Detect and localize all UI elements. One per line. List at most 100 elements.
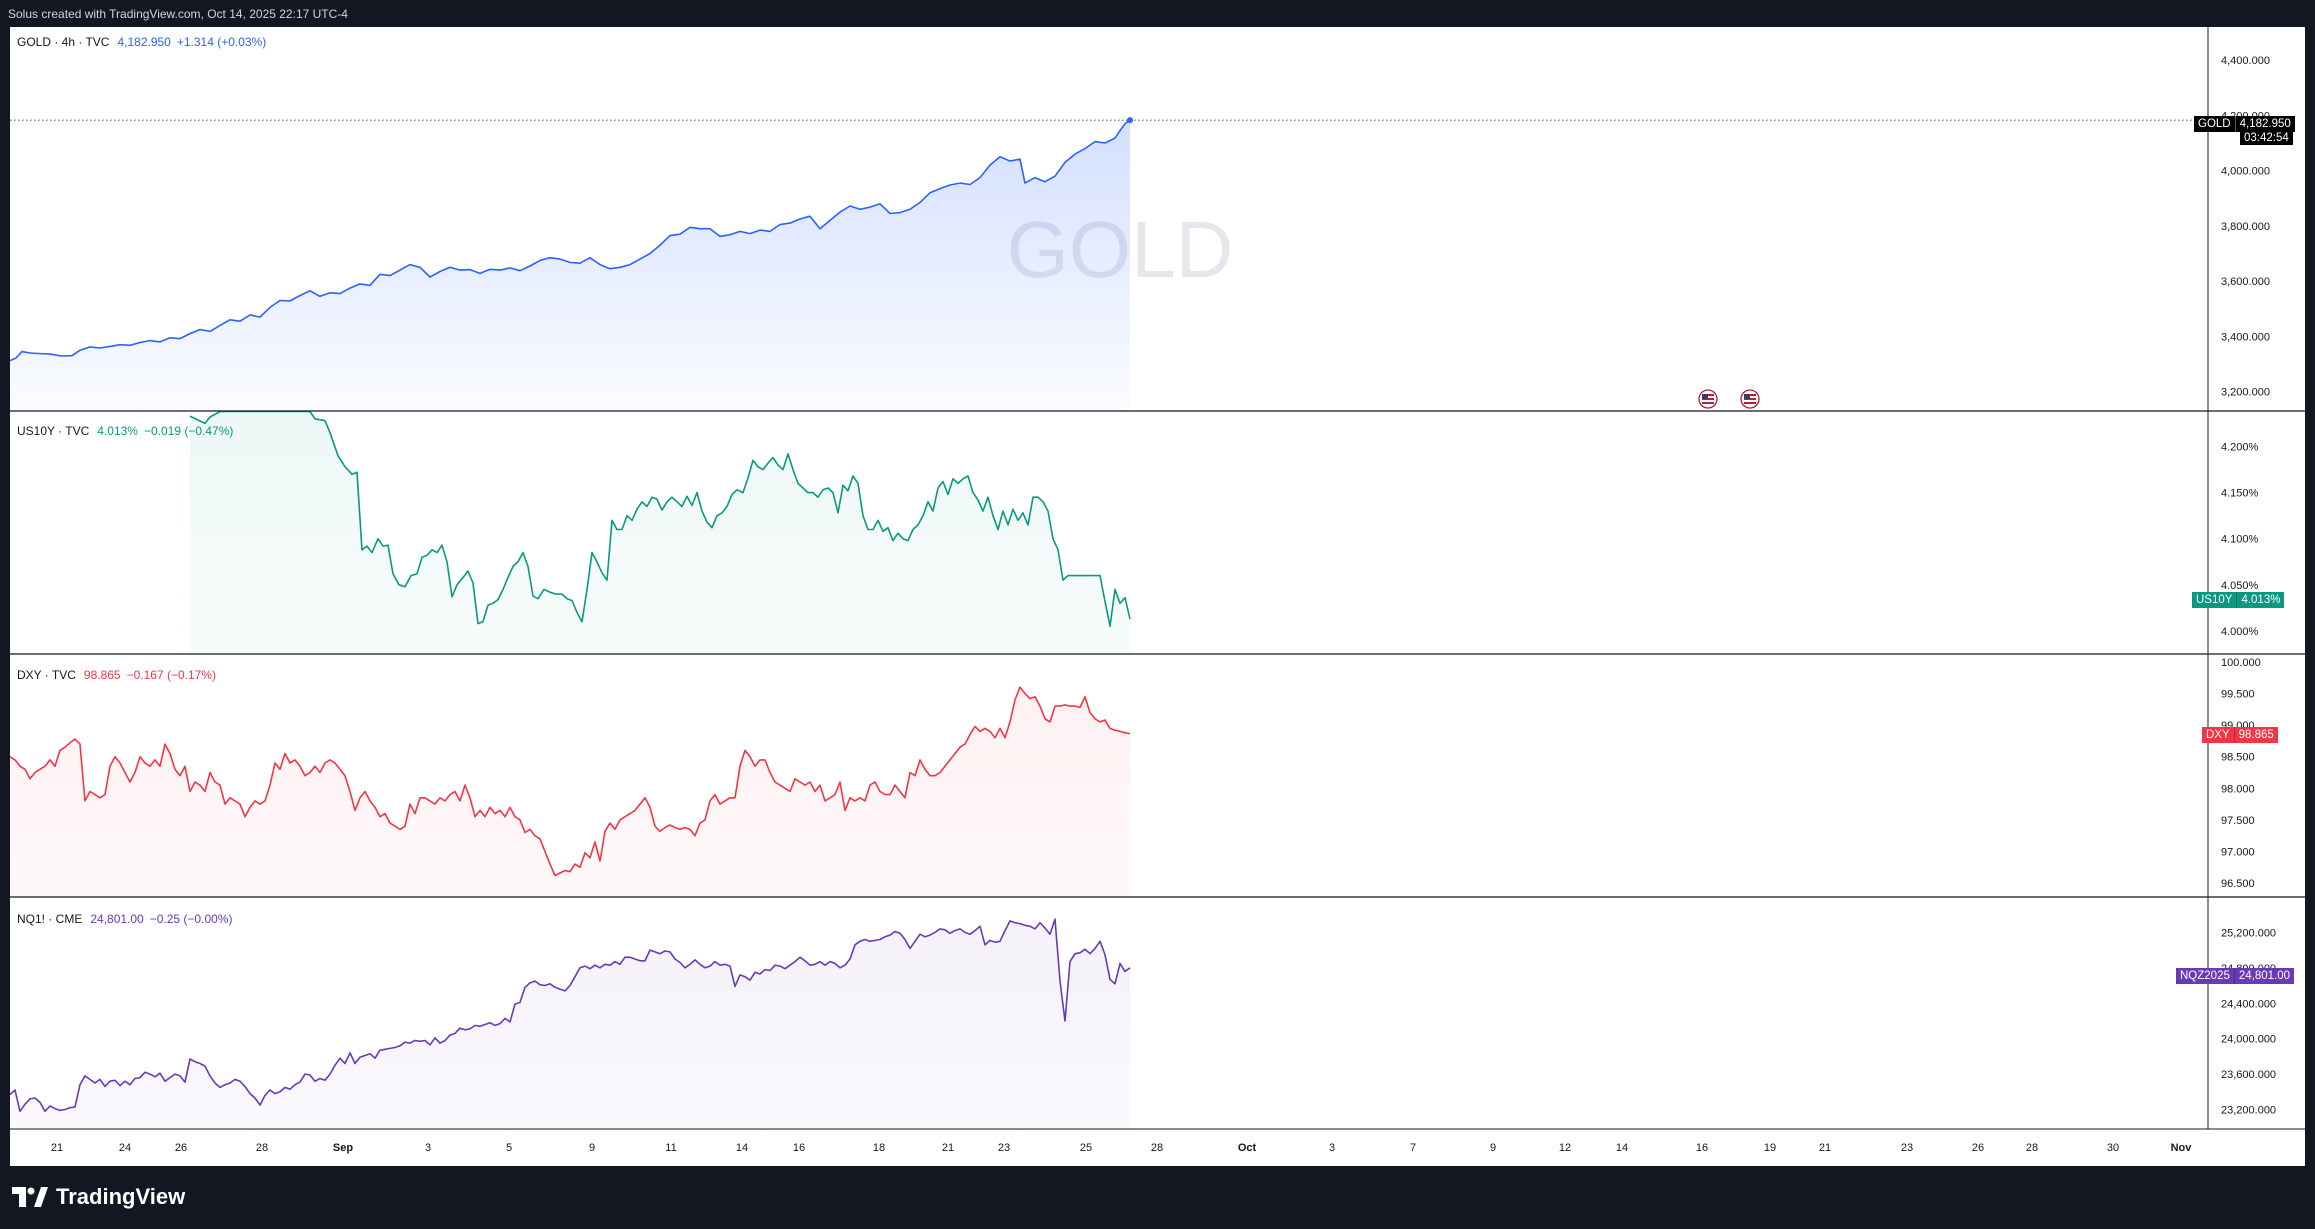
us-flag-event-icon	[1698, 389, 1718, 409]
time-axis-tick-label: 7	[1410, 1142, 1416, 1154]
dxy-axis-tick-label: 97.500	[2221, 815, 2255, 827]
time-axis-tick-label: 25	[1080, 1142, 1092, 1154]
gold-axis-tick-label: 4,400.000	[2221, 55, 2270, 67]
dxy-legend-change: −0.167 (−0.17%)	[126, 668, 217, 682]
time-axis-tick-label: 26	[1972, 1142, 1984, 1154]
time-axis-tick-label: 21	[942, 1142, 954, 1154]
gold-series-group	[10, 119, 1131, 411]
us10y-axis-tick-label: 4.050%	[2221, 580, 2259, 592]
time-axis-tick-label: 11	[665, 1142, 676, 1154]
nq-series-group	[10, 918, 1131, 1129]
top-caption-bar: Solus created with TradingView.com, Oct …	[0, 0, 2315, 27]
time-axis-tick-label: Nov	[2171, 1142, 2193, 1154]
dxy-tag-name: DXY	[2202, 727, 2235, 743]
tradingview-logo-icon	[12, 1187, 48, 1207]
dxy-series-group	[10, 686, 1131, 897]
nq-area-fill	[10, 919, 1130, 1129]
time-axis-tick-label: 21	[1819, 1142, 1831, 1154]
time-axis-tick-label: Oct	[1238, 1142, 1257, 1154]
nq-legend-value: 24,801.00	[90, 912, 144, 926]
nq-axis-tick-label: 23,600.000	[2221, 1069, 2276, 1081]
time-axis-tick-label: 16	[793, 1142, 805, 1154]
us10y-axis-tick-label: 4.000%	[2221, 626, 2259, 638]
time-axis-tick-label: 12	[1559, 1142, 1571, 1154]
dxy-tag-value: 98.865	[2238, 729, 2274, 741]
nq-axis-tick-label: 23,200.000	[2221, 1105, 2276, 1117]
dxy-axis-tick-label: 100.000	[2221, 657, 2261, 669]
time-axis-tick-label: 23	[1901, 1142, 1913, 1154]
chart-canvas[interactable]: GOLD4,400.0004,200.0004,000.0003,800.000…	[10, 27, 2305, 1166]
gold-area-fill	[10, 120, 1130, 411]
dxy-axis-tick-label: 98.500	[2221, 752, 2255, 764]
time-axis-tick-label: 23	[998, 1142, 1010, 1154]
nq-axis-tick-label: 25,200.000	[2221, 927, 2276, 939]
gold-axis-tick-label: 3,400.000	[2221, 331, 2270, 343]
gold-legend: GOLD · 4h · TVC 4,182.950 +1.314 (+0.03%)	[17, 35, 266, 49]
us10y-series-group	[189, 411, 1131, 654]
time-axis-tick-label: 3	[1329, 1142, 1335, 1154]
caption-text: Solus created with TradingView.com, Oct …	[8, 7, 348, 21]
dxy-axis-tick-label: 99.500	[2221, 689, 2255, 701]
us-flag-event-icon-canton	[1744, 394, 1750, 399]
gold-countdown-tag: 03:42:54	[2240, 131, 2293, 145]
time-axis-tick-label: 9	[1490, 1142, 1496, 1154]
time-axis-tick-label: 30	[2107, 1142, 2119, 1154]
time-axis-tick-label: 16	[1696, 1142, 1708, 1154]
gold-countdown: 03:42:54	[2244, 132, 2289, 144]
gold-legend-name: GOLD · 4h · TVC	[17, 35, 110, 49]
time-axis-tick-label: 14	[1616, 1142, 1628, 1154]
us10y-price-tag: US10Y 4.013%	[2192, 592, 2285, 608]
gold-axis-tick-label: 3,200.000	[2221, 387, 2270, 399]
nq-axis-tick-label: 24,400.000	[2221, 998, 2276, 1010]
gold-price-tag: GOLD 4,182.950	[2194, 116, 2295, 132]
nq-tag-name: NQZ2025	[2176, 968, 2235, 984]
nq-legend-name: NQ1! · CME	[17, 912, 83, 926]
nq-series-line	[10, 918, 1131, 1113]
us10y-legend-change: −0.019 (−0.47%)	[143, 424, 234, 438]
gold-axis-tick-label: 4,000.000	[2221, 166, 2270, 178]
us10y-tag-name: US10Y	[2192, 592, 2238, 608]
nq-axis-tick-label: 24,000.000	[2221, 1034, 2276, 1046]
tradingview-logo: TradingView	[12, 1184, 185, 1210]
nq-price-tag: NQZ2025 24,801.00	[2176, 968, 2295, 984]
footer-bar	[0, 1166, 2315, 1229]
time-axis-tick-label: 18	[873, 1142, 885, 1154]
gold-axis-tick-label: 3,600.000	[2221, 276, 2270, 288]
gold-tag-name: GOLD	[2194, 116, 2236, 132]
dxy-area-fill	[10, 687, 1130, 897]
time-axis-tick-label: 9	[589, 1142, 595, 1154]
us-flag-event-icon-stripe	[1744, 400, 1756, 402]
gold-series-line	[10, 119, 1131, 362]
time-axis-tick-label: 28	[256, 1142, 268, 1154]
gold-tag-value: 4,182.950	[2239, 118, 2291, 130]
chart-area[interactable]: GOLD4,400.0004,200.0004,000.0003,800.000…	[10, 27, 2305, 1166]
time-axis-tick-label: 24	[119, 1142, 131, 1154]
time-axis-tick-label: 5	[506, 1142, 512, 1154]
tradingview-brand: TradingView	[56, 1184, 186, 1209]
us-flag-event-icon	[1740, 389, 1760, 409]
us10y-series-line	[189, 411, 1131, 628]
nq-tag-value: 24,801.00	[2238, 970, 2291, 982]
time-axis-tick-label: 26	[175, 1142, 187, 1154]
time-axis-tick-label: 21	[51, 1142, 63, 1154]
us10y-axis-tick-label: 4.200%	[2221, 442, 2259, 454]
dxy-legend-name: DXY · TVC	[17, 668, 76, 682]
time-axis-tick-label: 3	[425, 1142, 431, 1154]
gold-legend-change: +1.314 (+0.03%)	[176, 35, 267, 49]
us10y-tag-value: 4.013%	[2241, 594, 2281, 606]
gold-legend-value: 4,182.950	[117, 35, 171, 49]
gold-last-point	[1127, 117, 1133, 124]
us10y-legend-name: US10Y · TVC	[17, 424, 90, 438]
time-axis-tick-label: 14	[736, 1142, 748, 1154]
dxy-legend-value: 98.865	[83, 668, 121, 682]
dxy-axis-tick-label: 96.500	[2221, 878, 2255, 890]
us-flag-event-icon-canton	[1702, 394, 1708, 399]
time-axis-tick-label: 28	[1151, 1142, 1163, 1154]
us10y-axis-tick-label: 4.100%	[2221, 534, 2259, 546]
us-flag-event-icon-stripe	[1702, 400, 1714, 402]
dxy-axis-tick-label: 98.000	[2221, 783, 2255, 795]
dxy-axis-tick-label: 97.000	[2221, 847, 2255, 859]
dxy-series-line	[10, 686, 1131, 877]
dxy-price-tag: DXY 98.865	[2202, 727, 2278, 743]
us10y-axis-tick-label: 4.150%	[2221, 488, 2259, 500]
